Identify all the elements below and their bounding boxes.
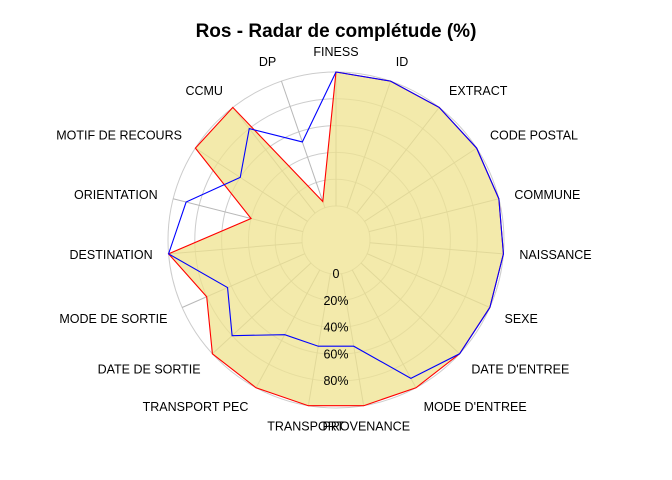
radial-tick-label: 40%	[323, 321, 348, 335]
radial-ticks: 0 20% 40% 60% 80%	[323, 267, 348, 388]
category-label: TRANSPORT PEC	[143, 400, 249, 414]
series-layer	[167, 71, 504, 407]
category-label: DATE DE SORTIE	[98, 363, 201, 377]
category-label: ORIENTATION	[74, 188, 158, 202]
category-label: CODE POSTAL	[490, 128, 578, 142]
radial-tick-label: 60%	[323, 347, 348, 361]
category-label: MODE DE SORTIE	[59, 312, 167, 326]
radial-tick-label: 0	[333, 267, 340, 281]
radial-tick-label: 20%	[323, 294, 348, 308]
radial-tick-label: 80%	[323, 374, 348, 388]
category-label: DATE D'ENTREE	[471, 363, 569, 377]
series-area	[168, 72, 504, 406]
category-label: MODE D'ENTREE	[424, 400, 527, 414]
category-label: SEXE	[505, 312, 538, 326]
category-label: DESTINATION	[70, 248, 153, 262]
category-label: MOTIF DE RECOURS	[56, 128, 182, 142]
category-label: COMMUNE	[514, 188, 580, 202]
category-label: NAISSANCE	[519, 248, 591, 262]
series-line	[167, 71, 504, 379]
category-label: ID	[396, 55, 409, 69]
grid-spoke	[280, 80, 326, 209]
category-label: DP	[259, 55, 276, 69]
category-label: FINESS	[313, 45, 358, 59]
category-label: PROVENANCE	[323, 419, 411, 433]
category-label: TRANSPORT	[267, 419, 344, 433]
category-label: EXTRACT	[449, 84, 508, 98]
category-label: CCMU	[185, 84, 223, 98]
category-labels: FINESS ID EXTRACT CODE POSTAL COMMUNE NAISSAN…	[56, 45, 591, 433]
chart-title: Ros - Radar de complétude (%)	[196, 21, 477, 42]
